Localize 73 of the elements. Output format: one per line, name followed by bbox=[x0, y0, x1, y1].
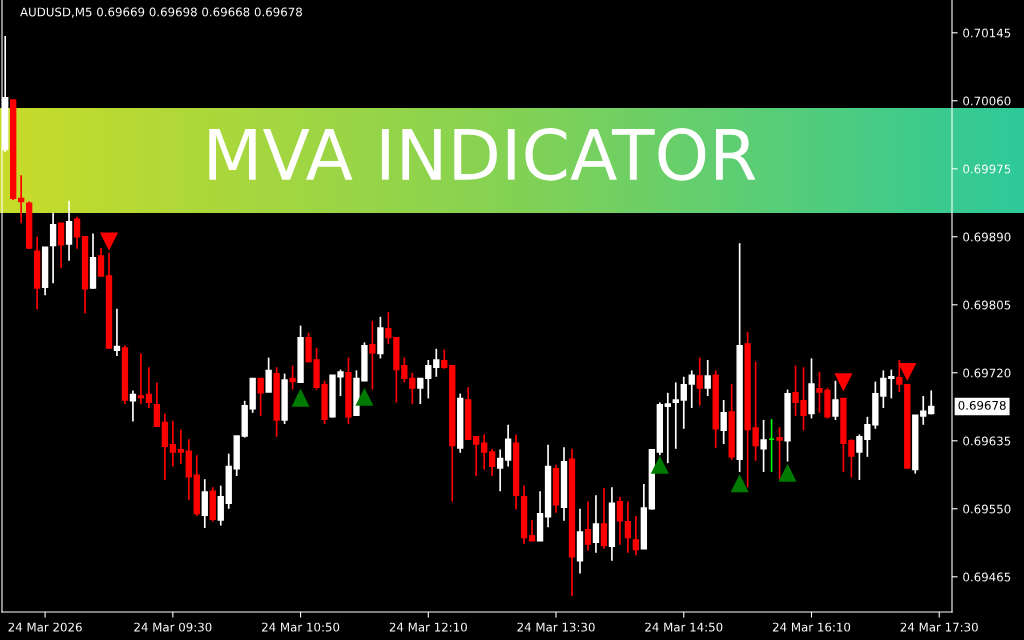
candlestick bbox=[161, 412, 169, 481]
candlestick bbox=[145, 366, 153, 409]
candlestick bbox=[672, 381, 679, 450]
point bbox=[650, 455, 669, 474]
candlestick bbox=[832, 379, 839, 421]
candlestick bbox=[488, 447, 496, 477]
candlestick bbox=[584, 500, 592, 552]
y-tick-label: 0.69975 bbox=[963, 164, 1011, 174]
x-tick-label: 24 Mar 09:30 bbox=[134, 622, 212, 632]
candlestick bbox=[616, 495, 624, 546]
y-tick-label: 0.69890 bbox=[963, 232, 1011, 242]
point bbox=[99, 232, 119, 251]
candlestick bbox=[624, 500, 632, 554]
text: MVA INDICATOR bbox=[209, 128, 756, 181]
candlestick bbox=[688, 369, 695, 409]
x-tick-label: 24 Mar 2026 bbox=[8, 622, 82, 632]
y-tick-label: 0.69720 bbox=[963, 368, 1011, 378]
candlestick bbox=[680, 375, 687, 430]
candlestick bbox=[169, 419, 177, 468]
candlestick bbox=[425, 359, 432, 400]
candlestick bbox=[600, 487, 608, 550]
candlestick bbox=[632, 515, 640, 557]
point bbox=[355, 387, 374, 406]
annotation: AUDUSD,M5 0.69669 0.69698 0.69668 0.69678 bbox=[20, 7, 302, 18]
point bbox=[898, 362, 917, 382]
point bbox=[291, 388, 310, 407]
candlestick bbox=[496, 448, 504, 493]
x-tick-label: 24 Mar 13:30 bbox=[517, 622, 595, 632]
candlestick bbox=[704, 359, 711, 397]
point bbox=[778, 463, 797, 482]
candlestick bbox=[97, 247, 105, 277]
candlestick bbox=[528, 519, 536, 542]
candlestick bbox=[153, 381, 161, 428]
y-tick-label: 0.69550 bbox=[963, 504, 1011, 514]
candlestick bbox=[289, 364, 296, 391]
point bbox=[730, 474, 749, 493]
x-tick-label: 24 Mar 17:30 bbox=[900, 622, 978, 632]
candlestick bbox=[137, 352, 145, 405]
candlestick bbox=[65, 199, 73, 262]
candlestick bbox=[73, 215, 81, 250]
candlestick bbox=[217, 484, 224, 527]
candlestick bbox=[57, 222, 65, 269]
candlestick bbox=[201, 478, 208, 529]
candlestick bbox=[113, 307, 121, 357]
candlestick bbox=[760, 419, 767, 473]
y-tick-label: 0.70145 bbox=[963, 28, 1011, 38]
candlestick bbox=[49, 211, 57, 285]
candlestick bbox=[369, 319, 376, 391]
y-tick-label: 0.69465 bbox=[963, 572, 1011, 582]
candlestick bbox=[504, 423, 512, 468]
y-tick-label: 0.69635 bbox=[963, 436, 1011, 446]
candlestick bbox=[592, 494, 600, 554]
candlestick bbox=[720, 399, 727, 445]
text: 0.69678 bbox=[958, 400, 1006, 410]
x-tick-label: 24 Mar 14:50 bbox=[645, 622, 723, 632]
x-tick-label: 24 Mar 10:50 bbox=[262, 622, 340, 632]
candlestick bbox=[920, 395, 927, 426]
candlestick bbox=[257, 377, 264, 417]
point bbox=[834, 373, 853, 392]
x-tick-label: 24 Mar 16:10 bbox=[772, 622, 851, 632]
candlestick bbox=[433, 347, 440, 378]
candlestick bbox=[776, 426, 783, 481]
y-tick-label: 0.70060 bbox=[963, 96, 1011, 106]
candlestick bbox=[481, 433, 488, 471]
candlestick bbox=[696, 356, 703, 407]
candlestick bbox=[265, 356, 272, 393]
candlestick bbox=[441, 348, 448, 370]
y-tick-label: 0.69805 bbox=[963, 300, 1011, 310]
candlestick bbox=[473, 435, 480, 477]
candlestick bbox=[417, 377, 424, 405]
candlestick bbox=[177, 428, 184, 465]
x-tick-label: 24 Mar 12:10 bbox=[389, 622, 467, 632]
candlestick bbox=[664, 391, 671, 465]
